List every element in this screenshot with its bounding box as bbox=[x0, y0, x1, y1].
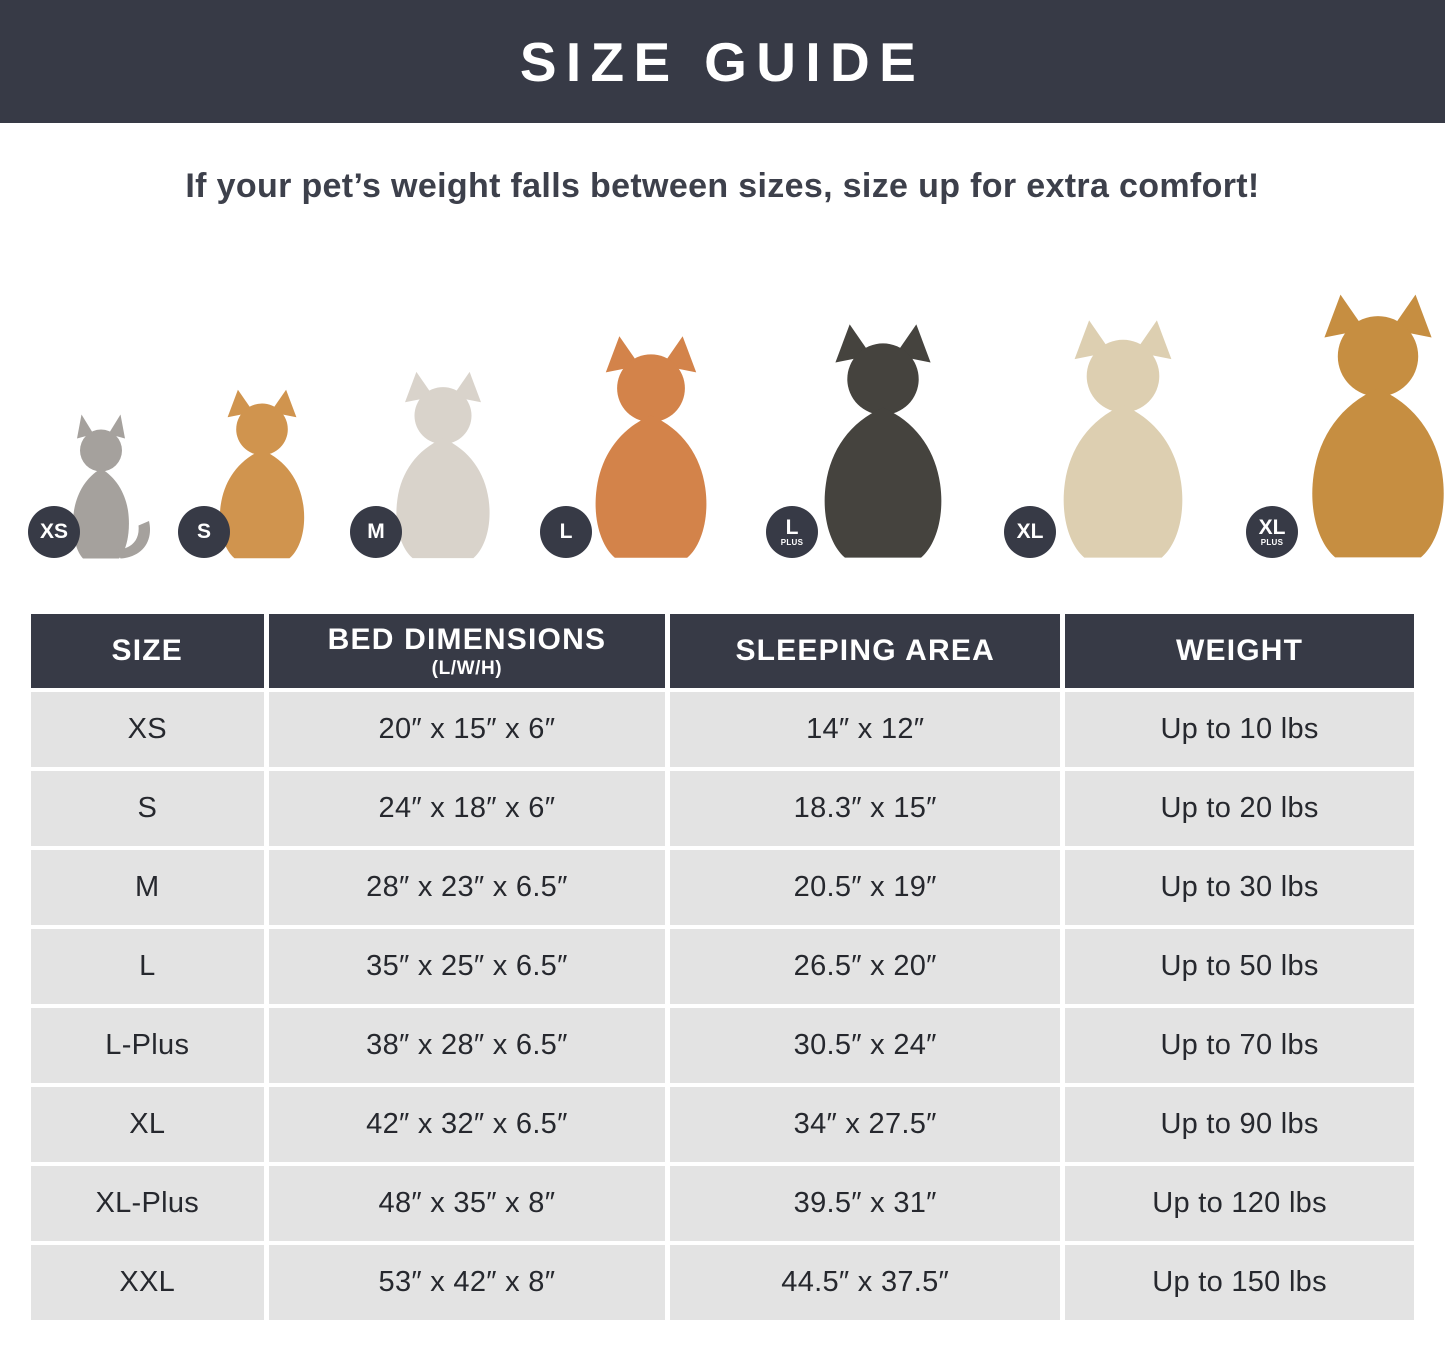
size-table: SIZE BED DIMENSIONS (L/W/H) SLEEPING ARE… bbox=[26, 610, 1419, 1324]
cell-weight: Up to 50 lbs bbox=[1065, 929, 1414, 1004]
cell-weight: Up to 120 lbs bbox=[1065, 1166, 1414, 1241]
column-header-sleeping-area: SLEEPING AREA bbox=[670, 614, 1061, 688]
cell-bed-dimensions: 35″ x 25″ x 6.5″ bbox=[268, 929, 666, 1004]
cell-size: XXL bbox=[31, 1245, 264, 1320]
pet-cell-l: L bbox=[538, 258, 764, 560]
cell-size: L bbox=[31, 929, 264, 1004]
pet-cell-s: S bbox=[176, 258, 348, 560]
table-row: XXL 53″ x 42″ x 8″ 44.5″ x 37.5″ Up to 1… bbox=[31, 1245, 1414, 1320]
cell-bed-dimensions: 53″ x 42″ x 8″ bbox=[268, 1245, 666, 1320]
cell-sleeping-area: 34″ x 27.5″ bbox=[670, 1087, 1061, 1162]
badge-label: M bbox=[367, 520, 385, 543]
badge-label: XL bbox=[1016, 520, 1044, 543]
pet-cell-m: M bbox=[348, 258, 538, 560]
cell-sleeping-area: 14″ x 12″ bbox=[670, 692, 1061, 767]
cell-sleeping-area: 44.5″ x 37.5″ bbox=[670, 1245, 1061, 1320]
table-row: S 24″ x 18″ x 6″ 18.3″ x 15″ Up to 20 lb… bbox=[31, 771, 1414, 846]
cell-sleeping-area: 39.5″ x 31″ bbox=[670, 1166, 1061, 1241]
table-header-row: SIZE BED DIMENSIONS (L/W/H) SLEEPING ARE… bbox=[31, 614, 1414, 688]
cell-weight: Up to 150 lbs bbox=[1065, 1245, 1414, 1320]
cell-bed-dimensions: 42″ x 32″ x 6.5″ bbox=[268, 1087, 666, 1162]
column-header-lwh-sub-label: (L/W/H) bbox=[431, 657, 503, 679]
table-row: M 28″ x 23″ x 6.5″ 20.5″ x 19″ Up to 30 … bbox=[31, 850, 1414, 925]
size-badge-xl: XL bbox=[1004, 506, 1056, 558]
cell-weight: Up to 90 lbs bbox=[1065, 1087, 1414, 1162]
column-header-bed-dimensions: BED DIMENSIONS (L/W/H) bbox=[268, 614, 666, 688]
size-badge-xs: XS bbox=[28, 506, 80, 558]
subtitle-text: If your pet’s weight falls between sizes… bbox=[185, 167, 1260, 205]
cell-size: XL-Plus bbox=[31, 1166, 264, 1241]
pet-cell-l-plus: L PLUS bbox=[764, 258, 1002, 560]
size-badge-l-plus: L PLUS bbox=[766, 506, 818, 558]
cell-weight: Up to 70 lbs bbox=[1065, 1008, 1414, 1083]
pet-cell-xs: XS bbox=[26, 258, 176, 560]
cell-weight: Up to 30 lbs bbox=[1065, 850, 1414, 925]
table-row: XL-Plus 48″ x 35″ x 8″ 39.5″ x 31″ Up to… bbox=[31, 1166, 1414, 1241]
cell-size: L-Plus bbox=[31, 1008, 264, 1083]
badge-sub-label: PLUS bbox=[780, 538, 804, 547]
pet-size-lineup: XS S M L L bbox=[0, 258, 1445, 560]
header-bar: SIZE GUIDE bbox=[0, 0, 1445, 123]
table-row: XL 42″ x 32″ x 6.5″ 34″ x 27.5″ Up to 90… bbox=[31, 1087, 1414, 1162]
cell-size: XL bbox=[31, 1087, 264, 1162]
cell-sleeping-area: 30.5″ x 24″ bbox=[670, 1008, 1061, 1083]
badge-label: XL bbox=[1258, 516, 1286, 539]
page-title: SIZE GUIDE bbox=[519, 30, 926, 93]
cell-bed-dimensions: 24″ x 18″ x 6″ bbox=[268, 771, 666, 846]
cell-sleeping-area: 26.5″ x 20″ bbox=[670, 929, 1061, 1004]
table-row: L 35″ x 25″ x 6.5″ 26.5″ x 20″ Up to 50 … bbox=[31, 929, 1414, 1004]
cell-weight: Up to 20 lbs bbox=[1065, 771, 1414, 846]
cell-bed-dimensions: 28″ x 23″ x 6.5″ bbox=[268, 850, 666, 925]
table-row: L-Plus 38″ x 28″ x 6.5″ 30.5″ x 24″ Up t… bbox=[31, 1008, 1414, 1083]
size-badge-l: L bbox=[540, 506, 592, 558]
cell-size: XS bbox=[31, 692, 264, 767]
badge-label: XS bbox=[39, 520, 68, 543]
cell-sleeping-area: 18.3″ x 15″ bbox=[670, 771, 1061, 846]
cell-bed-dimensions: 20″ x 15″ x 6″ bbox=[268, 692, 666, 767]
column-header-bed-dimensions-label: BED DIMENSIONS bbox=[327, 622, 607, 656]
cell-bed-dimensions: 48″ x 35″ x 8″ bbox=[268, 1166, 666, 1241]
column-header-weight: WEIGHT bbox=[1065, 614, 1414, 688]
column-header-size: SIZE bbox=[31, 614, 264, 688]
size-badge-xl-plus: XL PLUS bbox=[1246, 506, 1298, 558]
table-row: XS 20″ x 15″ x 6″ 14″ x 12″ Up to 10 lbs bbox=[31, 692, 1414, 767]
cell-weight: Up to 10 lbs bbox=[1065, 692, 1414, 767]
badge-label: S bbox=[196, 520, 211, 543]
cell-bed-dimensions: 38″ x 28″ x 6.5″ bbox=[268, 1008, 666, 1083]
cell-size: M bbox=[31, 850, 264, 925]
badge-label: L bbox=[559, 520, 573, 543]
badge-label: L bbox=[785, 516, 799, 539]
pet-cell-xl-plus: XL PLUS bbox=[1244, 258, 1445, 560]
cell-size: S bbox=[31, 771, 264, 846]
badge-sub-label: PLUS bbox=[1260, 538, 1284, 547]
size-badge-s: S bbox=[178, 506, 230, 558]
size-badge-m: M bbox=[350, 506, 402, 558]
pet-cell-xl: XL bbox=[1002, 258, 1244, 560]
cell-sleeping-area: 20.5″ x 19″ bbox=[670, 850, 1061, 925]
